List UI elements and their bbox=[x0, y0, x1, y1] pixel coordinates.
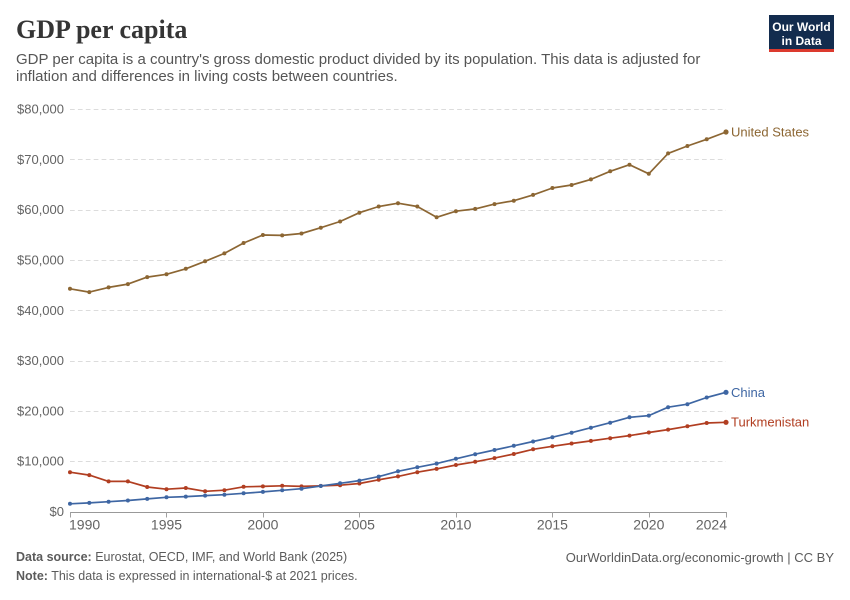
svg-text:2005: 2005 bbox=[344, 517, 375, 533]
svg-text:1990: 1990 bbox=[69, 517, 100, 533]
svg-text:$30,000: $30,000 bbox=[17, 353, 64, 368]
svg-text:2015: 2015 bbox=[537, 517, 568, 533]
svg-text:China: China bbox=[731, 385, 766, 400]
svg-text:2000: 2000 bbox=[247, 517, 278, 533]
svg-text:$0: $0 bbox=[50, 504, 64, 519]
svg-text:$60,000: $60,000 bbox=[17, 202, 64, 217]
svg-text:$20,000: $20,000 bbox=[17, 403, 64, 418]
svg-text:$40,000: $40,000 bbox=[17, 303, 64, 318]
svg-text:$10,000: $10,000 bbox=[17, 454, 64, 469]
svg-text:$50,000: $50,000 bbox=[17, 253, 64, 268]
svg-text:2024: 2024 bbox=[696, 517, 727, 533]
svg-text:2010: 2010 bbox=[440, 517, 471, 533]
svg-text:$80,000: $80,000 bbox=[17, 102, 64, 117]
svg-text:Turkmenistan: Turkmenistan bbox=[731, 415, 809, 430]
svg-text:$70,000: $70,000 bbox=[17, 152, 64, 167]
svg-text:1995: 1995 bbox=[151, 517, 182, 533]
svg-text:United States: United States bbox=[731, 125, 810, 140]
svg-text:2020: 2020 bbox=[633, 517, 664, 533]
